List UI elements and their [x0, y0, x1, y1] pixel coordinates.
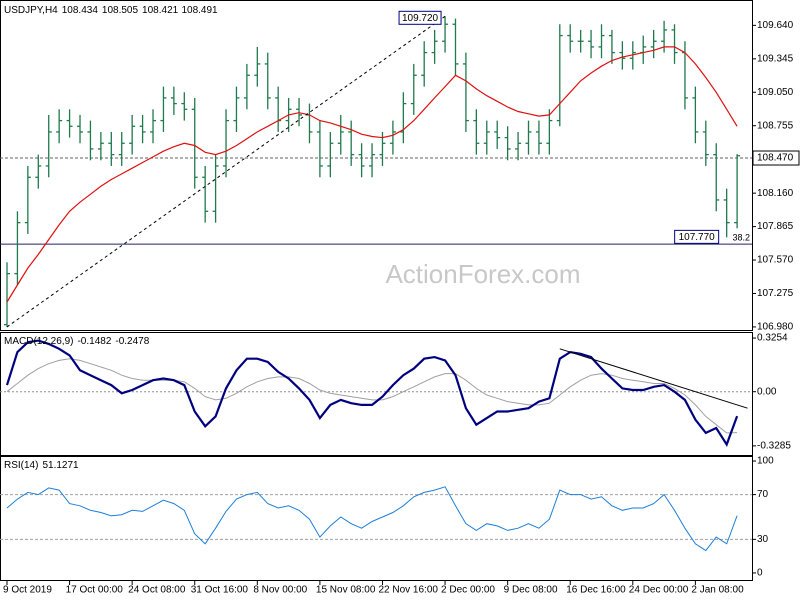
low-label: 107.770 — [679, 232, 716, 243]
y-tick-label: -0.3285 — [757, 441, 791, 452]
last-price-label: 108.470 — [757, 153, 794, 164]
y-tick-label: 100 — [757, 456, 774, 467]
macd-trendline — [559, 348, 748, 409]
fib-level-label: 38.2 — [732, 233, 750, 243]
macd-panel — [0, 332, 753, 456]
indicator-header: MACD(12,26,9) -0.1482 -0.2478 — [4, 336, 150, 347]
x-tick-label: 9 Oct 2019 — [3, 585, 52, 596]
rsi-line — [6, 486, 738, 552]
x-tick-label: 15 Nov 08:00 — [316, 585, 376, 596]
x-tick-label: 24 Oct 08:00 — [128, 585, 186, 596]
indicator-header: USDJPY,H4 108.434 108.505 108.421 108.491 — [4, 5, 218, 16]
header-part: 108.505 — [102, 5, 139, 16]
high-label-box — [398, 10, 442, 25]
y-tick-label: 0 — [757, 568, 763, 579]
header-part: -0.1482 — [77, 336, 111, 347]
high-label: 109.720 — [402, 13, 439, 24]
x-tick-label: 22 Nov 16:00 — [378, 585, 438, 596]
y-tick-label: 109.345 — [757, 53, 794, 64]
x-tick-label: 2 Jan 08:00 — [691, 585, 744, 596]
header-part: 108.421 — [142, 5, 179, 16]
indicator-header: RSI(14) 51.1271 — [4, 460, 79, 471]
header-part: RSI(14) — [4, 460, 38, 471]
main-panel — [0, 0, 753, 331]
y-tick-label: 107.275 — [757, 288, 794, 299]
header-part: USDJPY,H4 — [4, 5, 58, 16]
low-label-box — [674, 229, 720, 244]
y-tick-label: 106.980 — [757, 322, 794, 333]
x-tick-label: 8 Nov 00:00 — [253, 585, 307, 596]
last-price-box — [752, 150, 800, 166]
header-part: 108.491 — [181, 5, 218, 16]
macd-line — [5, 339, 739, 447]
y-tick-label: 107.865 — [757, 221, 794, 232]
y-tick-label: 108.755 — [757, 120, 794, 131]
watermark: ActionForex.com — [385, 259, 580, 289]
y-tick-label: 108.160 — [757, 188, 794, 199]
x-tick-label: 2 Dec 00:00 — [441, 585, 495, 596]
header-part: -0.2478 — [115, 336, 149, 347]
y-tick-label: 107.570 — [757, 255, 794, 266]
signal-line — [6, 358, 738, 434]
x-tick-label: 17 Oct 00:00 — [66, 585, 124, 596]
y-tick-label: 0.3254 — [757, 333, 788, 344]
header-part: 108.434 — [62, 5, 99, 16]
rsi-panel — [0, 456, 753, 581]
header-part: MACD(12,26,9) — [4, 336, 73, 347]
moving-average — [6, 46, 738, 303]
header-part: 51.1271 — [42, 460, 79, 471]
y-tick-label: 70 — [757, 489, 769, 500]
x-tick-label: 31 Oct 16:00 — [191, 585, 249, 596]
y-tick-label: 109.640 — [757, 20, 794, 31]
x-tick-label: 24 Dec 00:00 — [629, 585, 689, 596]
x-tick-label: 16 Dec 16:00 — [566, 585, 626, 596]
y-tick-label: 0.00 — [757, 386, 777, 397]
y-tick-label: 109.050 — [757, 87, 794, 98]
y-tick-label: 30 — [757, 534, 769, 545]
x-tick-label: 9 Dec 08:00 — [504, 585, 558, 596]
